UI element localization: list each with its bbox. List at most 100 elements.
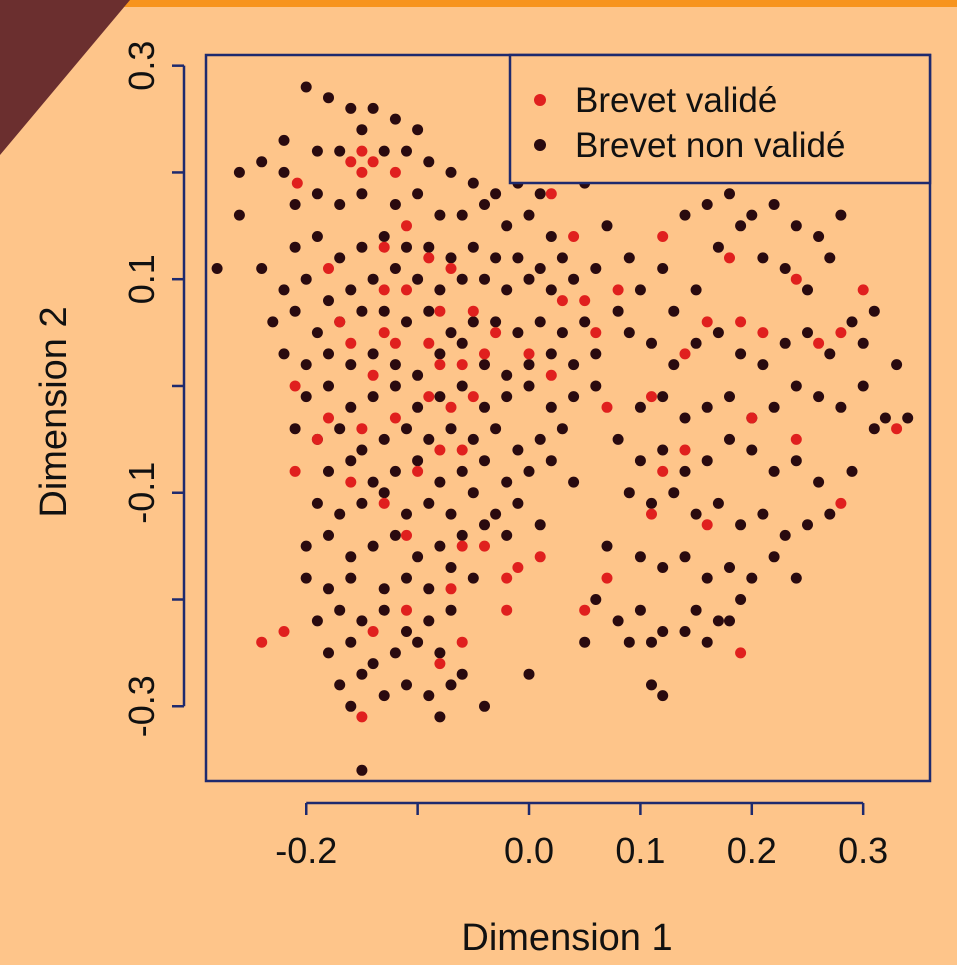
data-point [434, 284, 445, 295]
x-axis: -0.20.00.10.20.3 [275, 803, 888, 871]
data-point [579, 295, 590, 306]
data-point [234, 210, 245, 221]
x-tick-label: -0.2 [275, 830, 337, 871]
data-point [379, 242, 390, 253]
data-point [345, 701, 356, 712]
data-point [323, 348, 334, 359]
data-point [390, 199, 401, 210]
data-point [323, 647, 334, 658]
data-point [512, 445, 523, 456]
data-point [368, 541, 379, 552]
data-point [401, 605, 412, 616]
data-point [379, 498, 390, 509]
series-1 [212, 82, 914, 776]
data-point [301, 82, 312, 93]
data-point [401, 679, 412, 690]
data-point [535, 263, 546, 274]
data-point [869, 423, 880, 434]
data-point [457, 466, 468, 477]
data-point [290, 199, 301, 210]
data-point [312, 188, 323, 199]
data-point [368, 156, 379, 167]
x-axis-title: Dimension 1 [461, 917, 672, 959]
data-point [713, 242, 724, 253]
data-point [546, 231, 557, 242]
data-point [345, 402, 356, 413]
x-tick-label: 0.1 [615, 830, 665, 871]
data-point [512, 252, 523, 263]
data-point [256, 263, 267, 274]
x-tick-label: 0.2 [727, 830, 777, 871]
data-point [356, 306, 367, 317]
data-point [590, 594, 601, 605]
data-point [524, 466, 535, 477]
data-point [501, 573, 512, 584]
data-point [290, 423, 301, 434]
data-point [501, 605, 512, 616]
data-point [680, 551, 691, 562]
data-point [724, 434, 735, 445]
data-point [680, 210, 691, 221]
data-point [379, 605, 390, 616]
data-point [824, 348, 835, 359]
data-point [535, 316, 546, 327]
data-point [412, 370, 423, 381]
data-point [434, 348, 445, 359]
data-point [791, 573, 802, 584]
data-point [858, 338, 869, 349]
data-point [412, 466, 423, 477]
data-point [501, 477, 512, 488]
data-point [368, 477, 379, 488]
data-point [646, 338, 657, 349]
data-point [524, 381, 535, 392]
data-point [468, 178, 479, 189]
data-point [657, 466, 668, 477]
data-point [835, 402, 846, 413]
data-point [468, 242, 479, 253]
data-point [356, 242, 367, 253]
data-point [423, 338, 434, 349]
data-point [657, 391, 668, 402]
data-point [256, 637, 267, 648]
data-point [468, 487, 479, 498]
data-point [780, 338, 791, 349]
data-point [446, 679, 457, 690]
data-point [680, 413, 691, 424]
data-point [334, 199, 345, 210]
legend-marker-brevet-valide [534, 94, 546, 106]
data-point [757, 359, 768, 370]
data-point [334, 605, 345, 616]
data-point [802, 284, 813, 295]
data-point [813, 477, 824, 488]
data-point [468, 434, 479, 445]
data-point [212, 263, 223, 274]
data-point [401, 423, 412, 434]
data-point [390, 530, 401, 541]
data-point [334, 316, 345, 327]
data-point [668, 306, 679, 317]
data-point [390, 466, 401, 477]
data-point [390, 359, 401, 370]
data-point [657, 562, 668, 573]
data-point [390, 338, 401, 349]
data-point [390, 647, 401, 658]
data-point [423, 583, 434, 594]
data-point [457, 338, 468, 349]
data-point [401, 626, 412, 637]
data-point [390, 263, 401, 274]
data-point [524, 210, 535, 221]
data-point [512, 498, 523, 509]
data-point [334, 252, 345, 263]
data-point [490, 509, 501, 520]
data-point [757, 327, 768, 338]
data-point [356, 669, 367, 680]
data-point [680, 626, 691, 637]
data-point [423, 434, 434, 445]
data-point [780, 263, 791, 274]
data-point [524, 669, 535, 680]
data-point [724, 252, 735, 263]
data-point [390, 381, 401, 392]
data-point [457, 210, 468, 221]
data-point [602, 402, 613, 413]
